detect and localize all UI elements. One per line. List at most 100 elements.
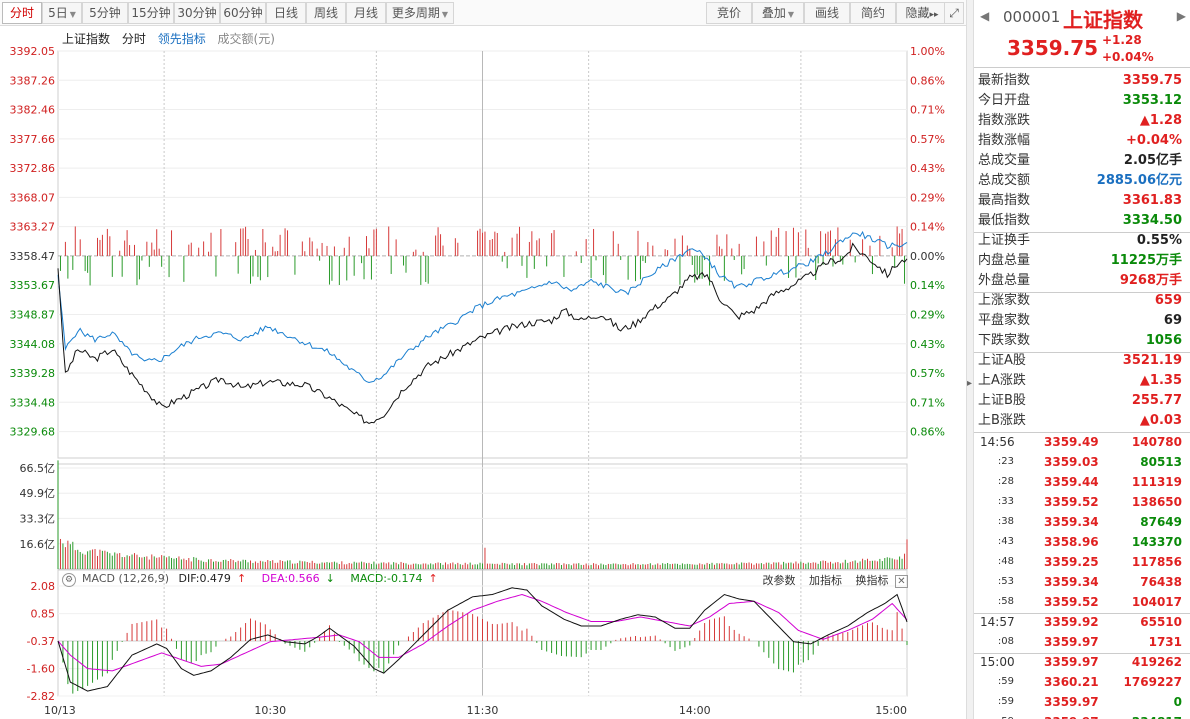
legend-timeshare[interactable]: 分时 xyxy=(121,32,146,46)
tick-row[interactable]: :23 3359.03 80513 xyxy=(974,452,1190,472)
pct-tick-label: 0.57% xyxy=(910,367,945,380)
legend-leading[interactable]: 领先指标 xyxy=(157,32,206,46)
tick-price: 3359.49 xyxy=(1044,435,1099,449)
period-tab[interactable]: 日线 xyxy=(266,2,306,24)
tick-row[interactable]: :59 3359.97 0 xyxy=(974,692,1190,712)
period-tab[interactable]: 15分钟 xyxy=(128,2,174,24)
tick-row[interactable]: :33 3359.52 138650 xyxy=(974,492,1190,512)
tick-volume: 76438 xyxy=(1140,575,1182,589)
tick-row[interactable]: :48 3359.25 117856 xyxy=(974,552,1190,572)
tool-button[interactable]: 隐藏▸▸ xyxy=(896,2,948,24)
period-tab[interactable]: 60分钟 xyxy=(220,2,266,24)
macd-tick-label: -2.82 xyxy=(27,690,55,703)
collapse-arrow-icon[interactable]: ▸ xyxy=(967,378,973,389)
tick-separator xyxy=(974,653,1190,654)
tick-time: 14:56 xyxy=(980,435,1015,449)
add-indicator-button[interactable]: 加指标 xyxy=(809,574,842,587)
tick-time: :23 xyxy=(997,456,1014,467)
quote-value: 0.55% xyxy=(1136,233,1182,248)
tick-row[interactable]: :53 3359.34 76438 xyxy=(974,572,1190,592)
tick-row[interactable]: :58 3359.52 104017 xyxy=(974,592,1190,612)
period-tab[interactable]: 月线 xyxy=(346,2,386,24)
swap-indicator-button[interactable]: 换指标 xyxy=(855,574,889,587)
pct-tick-label: 0.57% xyxy=(910,133,945,146)
time-tick-label: 10/13 xyxy=(44,704,76,717)
quote-label: 内盘总量 xyxy=(978,253,1031,268)
prev-stock-icon[interactable]: ◀ xyxy=(980,9,990,23)
gear-icon[interactable]: ⚙ xyxy=(62,573,76,587)
next-stock-icon[interactable]: ▶ xyxy=(1176,9,1186,23)
tick-row[interactable]: 14:57 3359.92 65510 xyxy=(974,612,1190,632)
close-icon[interactable]: ✕ xyxy=(895,575,908,588)
tool-button[interactable]: 画线 xyxy=(804,2,850,24)
tick-volume: 104017 xyxy=(1131,595,1182,609)
legend-index-name: 上证指数 xyxy=(62,32,111,46)
macd-tick-label: -0.37 xyxy=(27,635,55,648)
tick-separator xyxy=(974,613,1190,614)
quote-row: 上证换手 0.55% xyxy=(974,231,1190,251)
quote-row: 总成交量 2.05亿手 xyxy=(974,151,1190,171)
quote-separator xyxy=(974,232,1190,233)
tick-row[interactable]: :43 3358.96 143370 xyxy=(974,532,1190,552)
quote-label: 外盘总量 xyxy=(978,273,1031,288)
pct-tick-label: 0.29% xyxy=(910,191,945,204)
quote-label: 指数涨幅 xyxy=(978,133,1031,148)
chart-area[interactable]: 3392.05 1.00% 3387.26 0.86% 3382.46 0.71% 3377… xyxy=(0,26,966,719)
quote-value: 255.77 xyxy=(1131,393,1182,408)
quote-value: +0.04% xyxy=(1126,133,1182,148)
quote-separator xyxy=(974,352,1190,353)
tool-button[interactable]: 简约 xyxy=(850,2,896,24)
macd-dif: DIF:0.479 ↑ xyxy=(178,572,247,585)
macd-tools: 改参数 加指标 换指标 ✕ xyxy=(753,572,908,588)
intraday-chart[interactable]: 3392.05 1.00% 3387.26 0.86% 3382.46 0.71% 3377… xyxy=(0,26,966,719)
edit-params-button[interactable]: 改参数 xyxy=(762,574,796,587)
quote-value: 3353.12 xyxy=(1122,93,1182,108)
period-tab[interactable]: 分时 xyxy=(2,2,42,24)
quote-value: 2885.06亿元 xyxy=(1096,173,1182,188)
volume-tick-label: 66.5亿 xyxy=(20,462,56,475)
tick-price: 3359.03 xyxy=(1044,455,1099,469)
period-tab[interactable]: 更多周期 ▼ xyxy=(386,2,454,24)
tool-button[interactable]: 叠加 ▼ xyxy=(752,2,804,24)
pct-tick-label: 0.43% xyxy=(910,338,945,351)
tick-time: :33 xyxy=(997,496,1014,507)
tick-price: 3359.92 xyxy=(1044,615,1099,629)
tick-volume: 1731 xyxy=(1148,635,1182,649)
period-tab[interactable]: 5日 ▼ xyxy=(42,2,82,24)
tool-button-label: 隐藏 xyxy=(905,6,930,20)
macd-value: MACD:-0.174 ↑ xyxy=(350,572,438,585)
tick-time: :48 xyxy=(997,556,1014,567)
quote-value: 3359.75 xyxy=(1122,73,1182,88)
quote-row: 上A涨跌 ▲1.35 xyxy=(974,371,1190,391)
tick-time: :59 xyxy=(997,676,1014,687)
quote-row: 总成交额 2885.06亿元 xyxy=(974,171,1190,191)
tick-row[interactable]: :28 3359.44 111319 xyxy=(974,472,1190,492)
macd-params[interactable]: MACD (12,26,9) xyxy=(82,572,170,585)
tick-row[interactable]: :08 3359.97 1731 xyxy=(974,632,1190,652)
quote-value: 69 xyxy=(1163,313,1182,328)
tick-row[interactable]: 15:00 3359.97 419262 xyxy=(974,652,1190,672)
period-tab[interactable]: 30分钟 xyxy=(174,2,220,24)
macd-dea: DEA:0.566 ↓ xyxy=(261,572,335,585)
quote-row: 最低指数 3334.50 xyxy=(974,211,1190,231)
expand-icon[interactable]: ⤢ xyxy=(944,2,964,24)
panel-splitter[interactable]: ▸ xyxy=(966,0,974,719)
quote-label: 上证A股 xyxy=(978,353,1026,368)
tick-row[interactable]: 14:56 3359.49 140780 xyxy=(974,432,1190,452)
period-tab[interactable]: 周线 xyxy=(306,2,346,24)
quote-label: 最高指数 xyxy=(978,193,1031,208)
stock-code: 000001 xyxy=(1003,8,1061,26)
tool-button[interactable]: 竞价 xyxy=(706,2,752,24)
tick-row[interactable]: :59 3359.97 234817 xyxy=(974,712,1190,719)
tick-price: 3359.97 xyxy=(1044,695,1099,709)
tick-volume: 65510 xyxy=(1140,615,1182,629)
tick-volume: 234817 xyxy=(1132,712,1182,719)
quote-label: 上涨家数 xyxy=(978,293,1031,308)
tool-button-label: 竞价 xyxy=(716,6,741,20)
pct-tick-label: 0.14% xyxy=(910,279,945,292)
tick-row[interactable]: :38 3359.34 87649 xyxy=(974,512,1190,532)
period-tab-label: 月线 xyxy=(353,6,378,20)
tick-row[interactable]: :59 3360.21 1769227 xyxy=(974,672,1190,692)
macd-tick-label: 0.85 xyxy=(31,608,56,621)
period-tab[interactable]: 5分钟 xyxy=(82,2,128,24)
